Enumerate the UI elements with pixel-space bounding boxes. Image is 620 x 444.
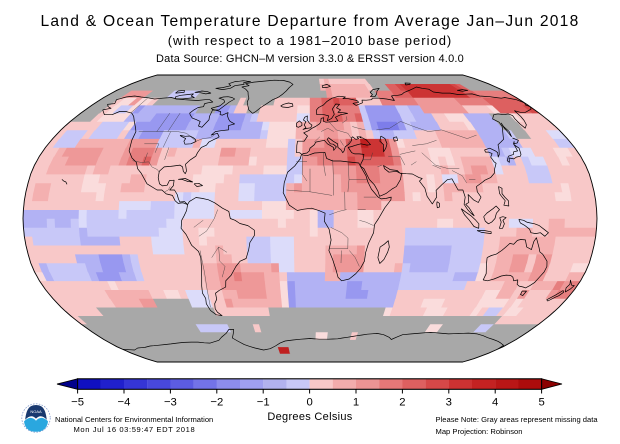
svg-text:−3: −3: [164, 396, 177, 408]
svg-text:4: 4: [492, 396, 498, 408]
svg-text:NOAA: NOAA: [30, 409, 42, 414]
svg-text:−2: −2: [210, 396, 223, 408]
svg-text:0: 0: [306, 396, 312, 408]
svg-text:1: 1: [353, 396, 359, 408]
svg-text:3: 3: [446, 396, 452, 408]
svg-text:5: 5: [538, 396, 544, 408]
svg-text:2: 2: [399, 396, 405, 408]
svg-text:−5: −5: [71, 396, 84, 408]
svg-text:−4: −4: [118, 396, 131, 408]
svg-text:−1: −1: [257, 396, 270, 408]
